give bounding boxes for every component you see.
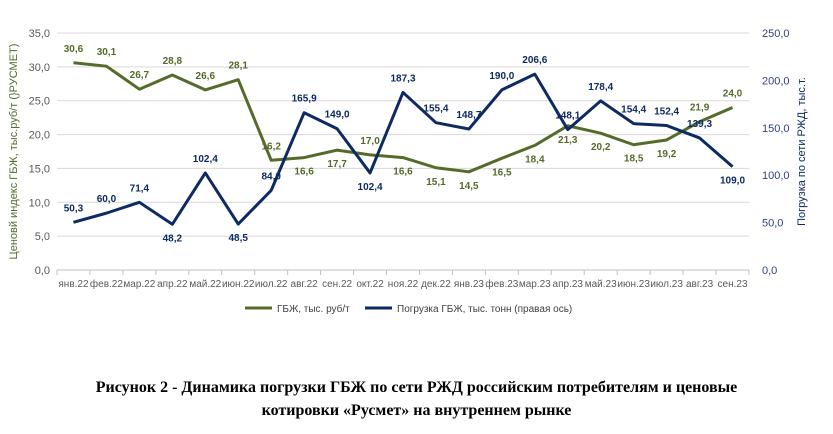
data-label: 154,4 bbox=[621, 105, 646, 116]
y2-tick-label: 200,0 bbox=[762, 75, 790, 87]
y-tick-label: 0,0 bbox=[35, 265, 50, 277]
x-tick-label: авг.23 bbox=[686, 279, 714, 290]
x-tick-label: ноя.22 bbox=[388, 279, 419, 290]
x-tick-label: июл.22 bbox=[255, 279, 288, 290]
data-label: 15,1 bbox=[426, 177, 446, 188]
x-tick-label: апр.23 bbox=[553, 279, 584, 290]
y-tick-label: 20,0 bbox=[29, 130, 50, 142]
y2-tick-label: 250,0 bbox=[762, 28, 790, 40]
y-tick-label: 5,0 bbox=[35, 231, 50, 243]
y2-tick-label: 150,0 bbox=[762, 123, 790, 135]
data-label: 26,6 bbox=[196, 71, 216, 82]
data-label: 28,8 bbox=[163, 56, 183, 67]
y-axis-title: Ценовй индекс ГБЖ, тыс.руб/т (}РУСМЕТ) bbox=[8, 44, 20, 260]
data-label: 26,7 bbox=[130, 70, 150, 81]
data-label: 16,6 bbox=[294, 167, 314, 178]
data-label: 17,0 bbox=[360, 136, 380, 147]
data-label: 16,5 bbox=[492, 167, 512, 178]
data-label: 48,5 bbox=[229, 233, 249, 244]
data-label: 18,4 bbox=[525, 154, 545, 165]
x-tick-label: июн.22 bbox=[222, 279, 255, 290]
data-label: 152,4 bbox=[654, 107, 679, 118]
x-tick-label: окт.22 bbox=[356, 279, 384, 290]
data-label: 178,4 bbox=[588, 82, 613, 93]
x-tick-label: сен.22 bbox=[322, 279, 352, 290]
x-tick-label: июл.23 bbox=[650, 279, 683, 290]
x-tick-label: май.22 bbox=[189, 279, 221, 290]
data-label: 28,1 bbox=[229, 61, 249, 72]
y-tick-label: 10,0 bbox=[29, 197, 50, 209]
x-tick-label: мар.23 bbox=[519, 279, 551, 290]
data-label: 109,0 bbox=[720, 176, 745, 187]
data-label: 148,7 bbox=[456, 110, 481, 121]
data-label: 16,6 bbox=[393, 167, 413, 178]
data-label: 20,2 bbox=[591, 142, 611, 153]
data-label: 17,7 bbox=[327, 159, 347, 170]
y2-tick-label: 0,0 bbox=[762, 265, 777, 277]
series-line-2 bbox=[73, 72, 734, 226]
data-label: 190,0 bbox=[489, 71, 514, 82]
y-tick-label: 30,0 bbox=[29, 62, 50, 74]
x-tick-label: дек.22 bbox=[421, 279, 451, 290]
data-label: 155,4 bbox=[423, 104, 448, 115]
data-label: 30,1 bbox=[97, 47, 117, 58]
caption-line-1: Рисунок 2 - Динамика погрузки ГБЖ по сет… bbox=[95, 379, 738, 396]
x-tick-label: янв.22 bbox=[58, 279, 89, 290]
y2-tick-label: 100,0 bbox=[762, 170, 790, 182]
data-label: 149,0 bbox=[325, 110, 350, 121]
data-label: 102,4 bbox=[193, 154, 218, 165]
x-tick-label: апр.22 bbox=[157, 279, 188, 290]
x-tick-label: июн.23 bbox=[617, 279, 650, 290]
data-label: 102,4 bbox=[358, 182, 383, 193]
data-label: 187,3 bbox=[390, 73, 415, 84]
x-tick-label: сен.23 bbox=[718, 279, 748, 290]
data-label: 21,3 bbox=[558, 135, 578, 146]
y-tick-label: 35,0 bbox=[29, 28, 50, 40]
data-label: 30,6 bbox=[64, 44, 84, 55]
x-tick-label: янв.23 bbox=[454, 279, 485, 290]
data-label: 206,6 bbox=[522, 55, 547, 66]
data-label: 84,0 bbox=[261, 171, 281, 182]
data-label: 18,5 bbox=[624, 154, 644, 165]
x-tick-label: май.23 bbox=[585, 279, 617, 290]
x-tick-label: фев.22 bbox=[90, 278, 123, 290]
caption-line-2: котировки «Русмет» на внутреннем рынке bbox=[261, 402, 572, 419]
data-label: 165,9 bbox=[292, 94, 317, 105]
x-tick-label: мар.22 bbox=[123, 279, 155, 290]
x-tick-label: фев.23 bbox=[485, 278, 518, 290]
data-label: 24,0 bbox=[723, 88, 743, 99]
data-label: 14,5 bbox=[459, 181, 479, 192]
data-label: 71,4 bbox=[130, 183, 150, 194]
y2-axis-title: Погрузка по сети РЖД, тыс.т. bbox=[796, 77, 808, 226]
legend-label: ГБЖ, тыс. руб/т bbox=[277, 303, 350, 315]
data-label: 16,2 bbox=[261, 141, 281, 152]
x-tick-label: авг.22 bbox=[291, 279, 319, 290]
data-label: 139,3 bbox=[687, 119, 712, 130]
data-label: 21,9 bbox=[690, 103, 710, 114]
legend-label: Погрузка ГБЖ, тыс. тонн (правая ось) bbox=[397, 304, 572, 315]
data-label: 148,1 bbox=[555, 111, 580, 122]
y-tick-label: 15,0 bbox=[29, 163, 50, 175]
chart: 0,0 5,0 10,0 15,0 20,0 25,0 30,0 35,0 0,0 50,0 100… bbox=[8, 28, 808, 315]
data-label: 50,3 bbox=[64, 203, 84, 214]
series-line-1 bbox=[73, 61, 734, 174]
y-tick-label: 25,0 bbox=[29, 96, 50, 108]
y2-tick-label: 50,0 bbox=[762, 218, 783, 230]
data-label: 60,0 bbox=[97, 194, 117, 205]
data-label: 48,2 bbox=[163, 233, 183, 244]
data-label: 19,2 bbox=[657, 149, 677, 160]
